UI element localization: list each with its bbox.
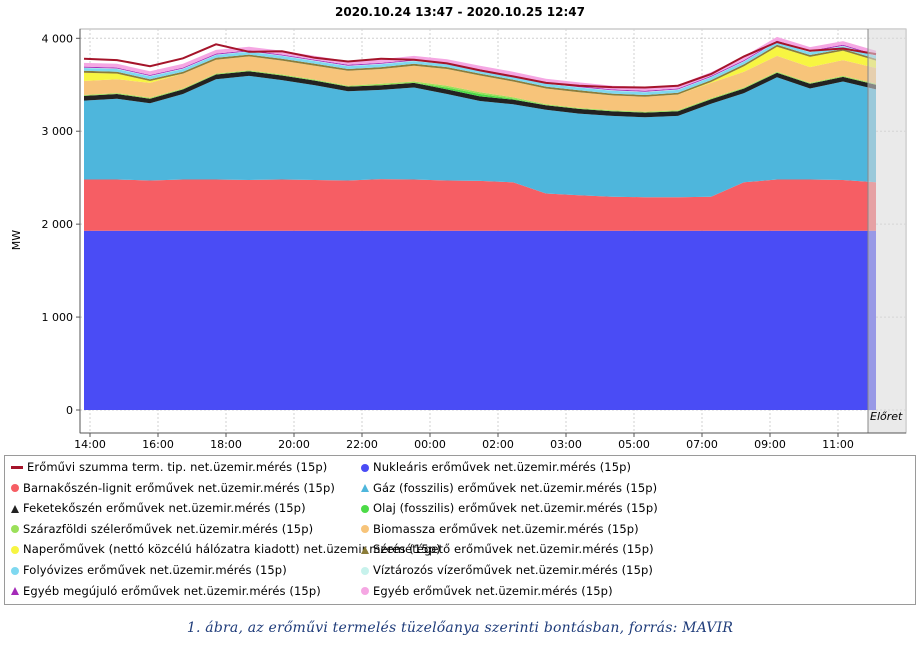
legend-item: Erőművi szumma term. tip. net.üzemir.mér… (11, 460, 327, 474)
legend-item: Egyéb megújuló erőművek net.üzemir.mérés… (11, 584, 321, 598)
legend-label: Egyéb megújuló erőművek net.üzemir.mérés… (23, 583, 321, 598)
legend-item: Egyéb erőművek net.üzemir.mérés (15p) (361, 584, 613, 598)
legend-label: Egyéb erőművek net.üzemir.mérés (15p) (373, 583, 613, 598)
x-tick-label: 11:00 (822, 438, 854, 451)
area-series-barnak-sz-n-lignit (84, 179, 876, 231)
legend-swatch-icon (11, 466, 23, 469)
forecast-region (868, 29, 906, 433)
x-tick-label: 20:00 (278, 438, 310, 451)
x-tick-label: 16:00 (142, 438, 174, 451)
chart-title: 2020.10.24 13:47 - 2020.10.25 12:47 (335, 5, 585, 19)
legend-label: Gáz (fosszilis) erőművek net.üzemir.méré… (373, 480, 658, 495)
legend-label: Feketekőszén erőművek net.üzemir.mérés (… (23, 501, 306, 516)
y-axis-label: MW (10, 230, 23, 250)
area-series-nukle-ris (84, 230, 876, 410)
legend-label: Naperőművek (nettó közcélú hálózatra kia… (23, 542, 441, 557)
total-series-line (83, 40, 877, 89)
legend-swatch-icon (11, 525, 19, 534)
legend-item: Naperőművek (nettó közcélú hálózatra kia… (11, 542, 441, 556)
legend-item: Nukleáris erőművek net.üzemir.mérés (15p… (361, 460, 631, 474)
x-tick-label: 18:00 (210, 438, 242, 451)
legend-item: Gáz (fosszilis) erőművek net.üzemir.méré… (361, 481, 657, 495)
y-tick-label: 1 000 (42, 311, 74, 324)
legend-label: Barnakőszén-lignit erőművek net.üzemir.m… (23, 480, 335, 495)
legend-swatch-icon (361, 587, 369, 596)
legend: Erőművi szumma term. tip. net.üzemir.mér… (4, 455, 916, 605)
legend-label: Nukleáris erőművek net.üzemir.mérés (15p… (373, 460, 632, 474)
y-tick-label: 2 000 (42, 218, 74, 231)
y-axis: 0 1 000 2 000 3 000 4 000 (42, 29, 81, 433)
legend-label: Szárazföldi szélerőművek net.üzemir.méré… (23, 521, 314, 536)
legend-swatch-icon (361, 545, 369, 554)
legend-label: Folyóvizes erőművek net.üzemir.mérés (15… (23, 563, 287, 577)
legend-label: Víztározós vízerőművek net.üzemir.mérés … (373, 563, 653, 577)
y-tick-label: 0 (66, 404, 73, 417)
stacked-areas (84, 36, 876, 410)
x-tick-label: 07:00 (686, 438, 718, 451)
legend-swatch-icon (11, 587, 19, 596)
legend-swatch-icon (11, 504, 19, 513)
legend-swatch-icon (361, 484, 369, 493)
legend-item: Olaj (fosszilis) erőművek net.üzemir.mér… (361, 501, 658, 515)
legend-swatch-icon (11, 484, 19, 493)
x-tick-label: 02:00 (482, 438, 514, 451)
y-tick-label: 3 000 (42, 125, 74, 138)
legend-swatch-icon (11, 566, 19, 575)
legend-label: Szemétégető erőművek net.üzemir.mérés (1… (373, 542, 654, 557)
legend-item: Víztározós vízerőművek net.üzemir.mérés … (361, 563, 653, 577)
legend-swatch-icon (361, 504, 369, 513)
forecast-label: Előret (870, 410, 903, 423)
legend-item: Barnakőszén-lignit erőművek net.üzemir.m… (11, 481, 335, 495)
figure-caption: 1. ábra, az erőművi termelés tüzelőanya … (186, 620, 734, 636)
legend-item: Szárazföldi szélerőművek net.üzemir.méré… (11, 522, 313, 536)
legend-item: Folyóvizes erőművek net.üzemir.mérés (15… (11, 563, 287, 577)
x-tick-label: 05:00 (618, 438, 650, 451)
legend-swatch-icon (361, 566, 369, 575)
x-axis: 14:00 16:00 18:00 20:00 22:00 00:00 02:00 03:00… (74, 432, 906, 451)
x-tick-label: 14:00 (74, 438, 106, 451)
x-tick-label: 00:00 (414, 438, 446, 451)
area-series-biomassza (84, 55, 876, 112)
x-tick-label: 22:00 (346, 438, 378, 451)
x-tick-label: 09:00 (754, 438, 786, 451)
legend-item: Szemétégető erőművek net.üzemir.mérés (1… (361, 542, 654, 556)
legend-swatch-icon (11, 545, 19, 554)
legend-swatch-icon (361, 463, 369, 472)
legend-label: Olaj (fosszilis) erőművek net.üzemir.mér… (373, 501, 658, 516)
x-tick-label: 03:00 (550, 438, 582, 451)
legend-label: Biomassza erőművek net.üzemir.mérés (15p… (373, 521, 639, 536)
legend-swatch-icon (361, 525, 369, 534)
legend-item: Biomassza erőművek net.üzemir.mérés (15p… (361, 522, 639, 536)
legend-item: Feketekőszén erőművek net.üzemir.mérés (… (11, 501, 306, 515)
y-tick-label: 4 000 (42, 32, 74, 45)
area-series-g-z (84, 75, 876, 198)
legend-label: Erőművi szumma term. tip. net.üzemir.mér… (27, 460, 328, 474)
total-line (83, 40, 877, 89)
